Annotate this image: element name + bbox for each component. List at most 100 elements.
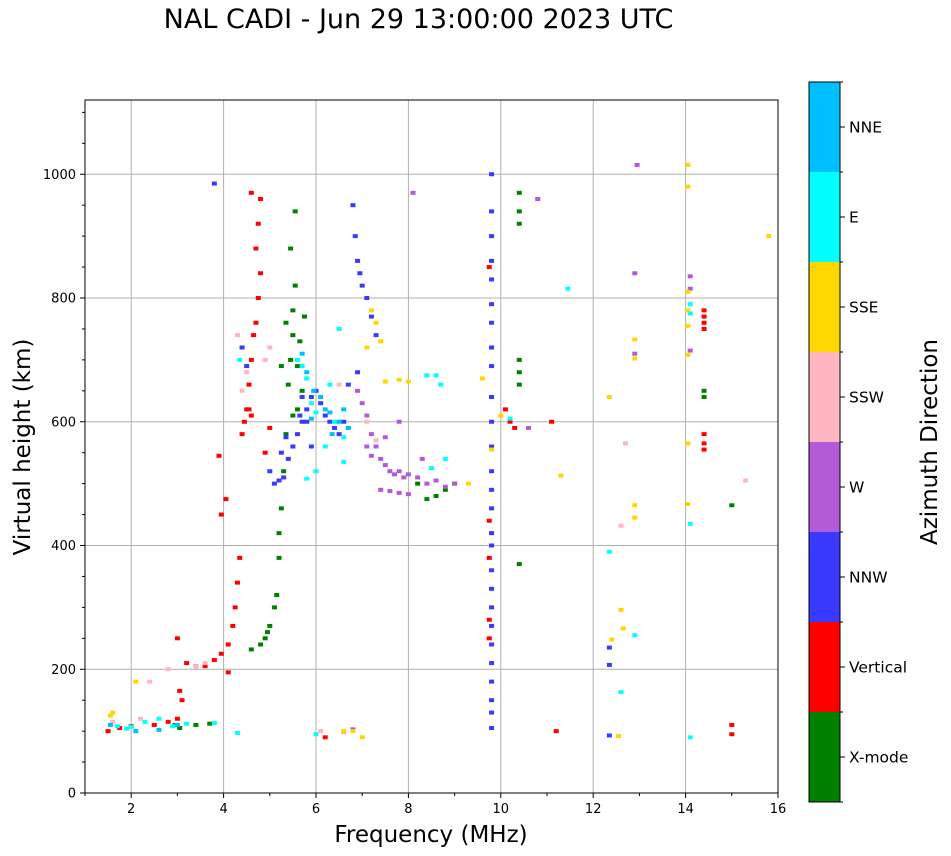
- data-point-xmode: [295, 407, 301, 412]
- data-point-nne: [299, 351, 305, 356]
- data-point-e: [687, 735, 693, 740]
- data-point-nnw: [489, 302, 495, 307]
- data-point-e: [433, 373, 439, 378]
- data-point-vertical: [223, 497, 229, 502]
- y-tick-label: 600: [51, 415, 76, 430]
- data-point-w: [687, 348, 693, 353]
- data-point-w: [405, 472, 411, 477]
- data-point-vertical: [246, 382, 252, 387]
- data-point-nnw: [336, 432, 342, 437]
- data-point-nne: [311, 388, 317, 393]
- colorbar-ticks: X-mode Vertical NNW W SSW SSE E NNE: [840, 81, 908, 803]
- data-point-vertical: [225, 670, 231, 675]
- data-point-w: [392, 472, 398, 477]
- data-point-nnw: [489, 543, 495, 548]
- data-point-vertical: [248, 413, 254, 418]
- data-point-w: [415, 475, 421, 480]
- data-point-nnw: [489, 395, 495, 399]
- data-point-nnw: [355, 370, 361, 375]
- data-point-xmode: [516, 190, 522, 195]
- data-point-sse: [341, 729, 347, 734]
- data-point-sse: [685, 162, 691, 167]
- data-point-nnw: [290, 444, 296, 449]
- data-point-vertical: [502, 407, 508, 412]
- data-point-xmode: [288, 357, 294, 362]
- data-point-e: [170, 724, 176, 729]
- data-point-sse: [632, 503, 638, 508]
- data-point-xmode: [276, 531, 282, 536]
- data-point-sse: [110, 710, 116, 715]
- data-point-xmode: [295, 364, 301, 369]
- data-point-e: [304, 476, 310, 481]
- data-point-nnw: [308, 444, 314, 449]
- y-axis-label: Virtual height (km): [10, 339, 36, 556]
- data-point-sse: [465, 481, 471, 486]
- x-tick-label: 16: [770, 802, 787, 817]
- colorbar-block: [809, 262, 840, 352]
- data-point-w: [396, 419, 402, 424]
- data-point-nnw: [489, 234, 495, 239]
- data-point-nnw: [489, 258, 495, 263]
- data-point-sse: [620, 626, 626, 631]
- x-tick-label: 12: [585, 802, 602, 817]
- data-point-vertical: [248, 190, 254, 195]
- data-point-nnw: [357, 271, 363, 276]
- data-point-xmode: [516, 370, 522, 375]
- data-point-e: [341, 435, 347, 440]
- data-point-e: [124, 726, 130, 731]
- data-point-vertical: [225, 642, 231, 647]
- data-point-sse: [685, 289, 691, 294]
- data-point-e: [211, 721, 217, 726]
- x-tick-label: 10: [493, 802, 510, 817]
- data-point-vertical: [241, 419, 247, 424]
- data-point-xmode: [290, 333, 296, 338]
- data-point-e: [438, 382, 444, 387]
- data-point-ssw: [193, 664, 199, 669]
- data-point-nnw: [606, 645, 612, 650]
- data-point-sse: [685, 308, 691, 313]
- data-point-sse: [685, 441, 691, 446]
- data-point-sse: [378, 339, 384, 344]
- data-point-nnw: [489, 487, 495, 492]
- data-point-sse: [364, 345, 370, 350]
- data-point-nne: [322, 407, 328, 412]
- data-point-w: [364, 444, 370, 449]
- data-point-vertical: [729, 722, 735, 727]
- data-point-nnw: [489, 506, 495, 511]
- data-point-e: [687, 302, 693, 307]
- data-point-xmode: [701, 395, 707, 399]
- colorbar-block: [809, 532, 840, 622]
- data-point-nne: [156, 727, 162, 732]
- data-point-xmode: [442, 487, 448, 492]
- data-point-nnw: [352, 234, 358, 239]
- x-axis-label: Frequency (MHz): [334, 822, 527, 848]
- data-point-xmode: [276, 555, 282, 560]
- data-point-e: [234, 730, 240, 735]
- data-point-w: [368, 453, 374, 458]
- data-point-vertical: [486, 636, 492, 641]
- colorbar-blocks: [809, 82, 840, 802]
- plot-frame: [84, 99, 779, 794]
- data-point-xmode: [729, 503, 735, 508]
- data-point-xmode: [264, 630, 270, 635]
- data-point-nnw: [489, 586, 495, 591]
- data-point-sse: [632, 515, 638, 520]
- data-point-vertical: [701, 326, 707, 331]
- data-point-w: [424, 481, 430, 486]
- data-point-e: [424, 373, 430, 378]
- data-point-vertical: [255, 221, 261, 226]
- data-point-xmode: [516, 562, 522, 567]
- data-point-vertical: [486, 617, 492, 622]
- colorbar-tick-label: Vertical: [849, 659, 907, 677]
- data-point-e: [322, 444, 328, 449]
- data-point-nnw: [299, 395, 305, 399]
- data-point-e: [128, 724, 134, 729]
- data-point-vertical: [267, 425, 273, 430]
- x-tick-label: 2: [127, 802, 135, 817]
- data-point-sse: [685, 323, 691, 328]
- data-point-xmode: [516, 221, 522, 226]
- data-point-w: [433, 478, 439, 483]
- data-point-vertical: [549, 419, 555, 424]
- data-point-w: [355, 388, 361, 393]
- colorbar-tick-label: W: [849, 479, 864, 497]
